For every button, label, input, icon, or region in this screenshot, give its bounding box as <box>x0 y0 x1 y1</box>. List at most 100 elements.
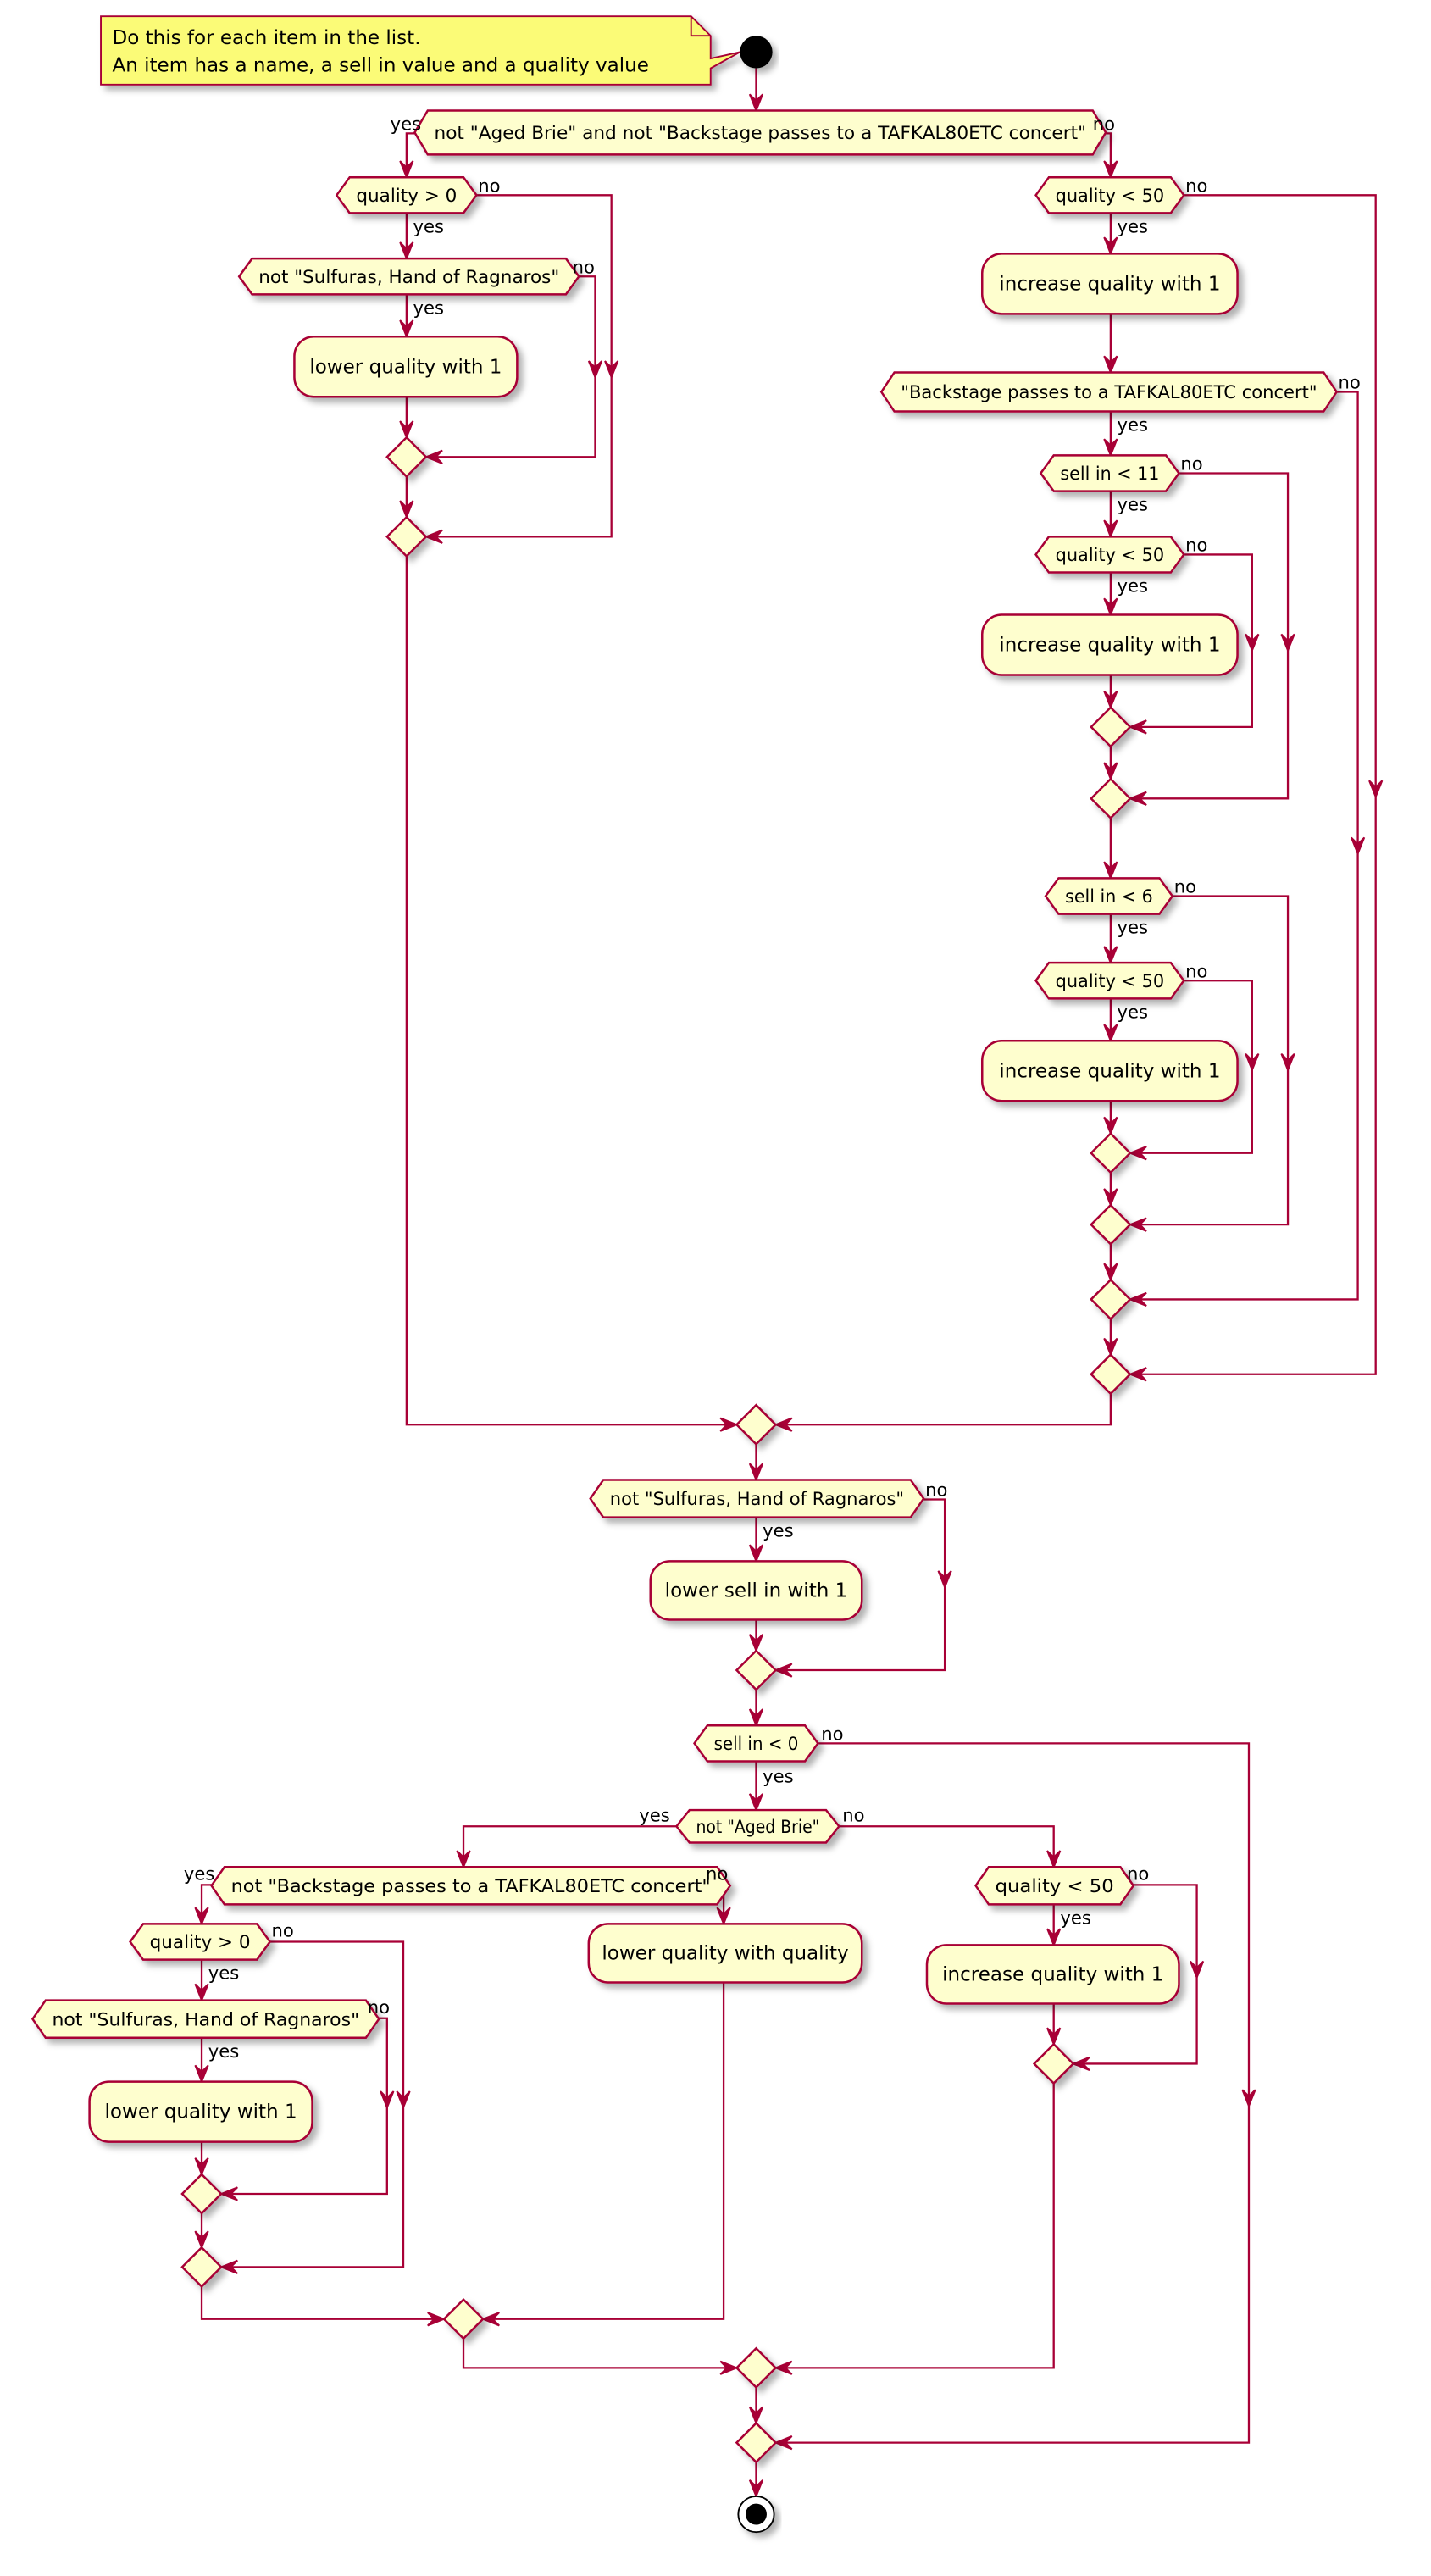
decision-shape <box>1034 961 1185 1000</box>
arrowhead <box>1245 633 1260 653</box>
flow-edge <box>425 194 613 538</box>
flow-edge <box>775 2083 1055 2369</box>
flow-edge <box>775 1393 1112 1426</box>
yes-branch-label: yes <box>413 297 444 318</box>
arrowhead <box>748 2479 764 2499</box>
arrowhead <box>587 360 603 380</box>
arrowhead <box>1190 1960 1205 1980</box>
yes-branch-label: yes <box>639 1804 669 1825</box>
arrowhead <box>1103 519 1118 539</box>
decision-label: not "Sulfuras, Hand of Ragnaros" <box>610 1488 904 1509</box>
decision-shape <box>879 371 1339 413</box>
arrowhead <box>456 1850 471 1869</box>
no-branch-label: no <box>478 175 500 196</box>
action-node: increase quality with 1 <box>980 253 1239 315</box>
decision-node: sell in < 0 <box>693 1724 819 1763</box>
flow-edge <box>200 2286 444 2320</box>
yes-branch-label: yes <box>1118 575 1148 597</box>
arrowhead <box>1128 791 1147 806</box>
yes-branch-label: yes <box>1118 215 1148 236</box>
decision-label: quality < 50 <box>996 1875 1114 1896</box>
arrowhead <box>748 1793 764 1813</box>
action-label: lower quality with 1 <box>309 356 502 378</box>
arrowhead <box>396 2090 411 2110</box>
merge-node <box>1090 1352 1132 1396</box>
decision-shape <box>31 1999 380 2039</box>
arrowhead <box>773 2360 793 2375</box>
decision-node: sell in < 6 <box>1044 877 1174 915</box>
decision-shape <box>1044 877 1174 915</box>
action-shape <box>980 613 1239 676</box>
no-branch-label: no <box>1180 453 1202 475</box>
action-label: lower sell in with 1 <box>665 1580 848 1602</box>
merge-node <box>735 2421 778 2464</box>
note-line-2: An item has a name, a sell in value and … <box>112 54 648 76</box>
arrowhead <box>194 2230 209 2250</box>
arrowhead <box>219 2259 238 2274</box>
decision-label: quality < 50 <box>1056 544 1165 565</box>
arrowhead <box>427 2312 446 2327</box>
flow-edge <box>1129 391 1359 1301</box>
yes-branch-label: yes <box>391 114 421 135</box>
flow-edge <box>839 1825 1055 1868</box>
arrowhead <box>194 2064 209 2085</box>
flow-edge <box>1129 194 1377 1375</box>
action-label: increase quality with 1 <box>942 1964 1163 1986</box>
arrowhead <box>1103 1188 1118 1208</box>
arrowhead <box>399 160 414 180</box>
decision-label: not "Sulfuras, Hand of Ragnaros" <box>52 2008 359 2029</box>
note: Do this for each item in the list. An it… <box>100 15 740 86</box>
arrowhead <box>1103 1024 1118 1043</box>
decision-label: not "Aged Brie" and not "Backstage passe… <box>434 122 1086 143</box>
merge-node <box>385 436 428 479</box>
decision-node: quality > 0 <box>335 175 478 214</box>
flow-edge <box>462 1825 677 1868</box>
arrowhead <box>194 2157 209 2177</box>
arrowhead <box>1103 438 1118 458</box>
decision-shape <box>974 1865 1135 1906</box>
merge-node <box>735 1649 778 1691</box>
merge-node <box>385 515 428 558</box>
action-label: increase quality with 1 <box>999 635 1220 657</box>
arrowhead <box>1046 2027 1062 2047</box>
arrowhead <box>719 1417 740 1432</box>
decision-shape <box>129 1923 272 1961</box>
merge-node <box>180 2246 223 2289</box>
arrowhead <box>1128 719 1147 735</box>
nodes: Do this for each item in the list. An it… <box>31 15 1361 2534</box>
arrowhead <box>1280 633 1295 653</box>
arrowhead <box>1103 690 1118 710</box>
arrowhead <box>716 1907 731 1926</box>
decision-shape <box>1034 536 1185 574</box>
arrowhead <box>1103 762 1118 781</box>
decision-label: sell in < 11 <box>1060 463 1159 484</box>
no-branch-label: no <box>842 1804 864 1825</box>
action-shape <box>649 1560 863 1621</box>
decision-label: not "Backstage passes to a TAFKAL80ETC c… <box>231 1875 711 1896</box>
decision-node: not "Aged Brie" <box>674 1808 840 1844</box>
merge-node <box>735 1403 778 1446</box>
arrowhead <box>748 1544 764 1564</box>
arrowhead <box>1103 1116 1118 1136</box>
arrowhead <box>1103 236 1118 256</box>
decision-label: quality > 0 <box>150 1931 251 1952</box>
flow-edge <box>1129 472 1290 800</box>
no-branch-label: no <box>1185 175 1207 196</box>
arrowhead <box>399 319 414 339</box>
decision-node: quality < 50 <box>974 1865 1135 1906</box>
no-branch-label: no <box>1339 372 1361 393</box>
decision-shape <box>589 1479 925 1518</box>
merge-node <box>442 2297 485 2340</box>
arrowhead <box>1071 2056 1090 2072</box>
decision-shape <box>210 1865 732 1906</box>
decision-node: sell in < 11 <box>1039 454 1181 492</box>
arrowhead <box>194 1983 209 2003</box>
arrowhead <box>480 2312 500 2327</box>
arrowhead <box>773 1663 793 1678</box>
decision-label: "Backstage passes to a TAFKAL80ETC conce… <box>901 381 1317 402</box>
decision-node: not "Aged Brie" and not "Backstage passe… <box>413 109 1107 156</box>
arrowhead <box>1241 2089 1256 2108</box>
arrowhead <box>1103 946 1118 965</box>
decision-shape <box>335 175 478 214</box>
decision-label: not "Sulfuras, Hand of Ragnaros" <box>258 266 559 287</box>
